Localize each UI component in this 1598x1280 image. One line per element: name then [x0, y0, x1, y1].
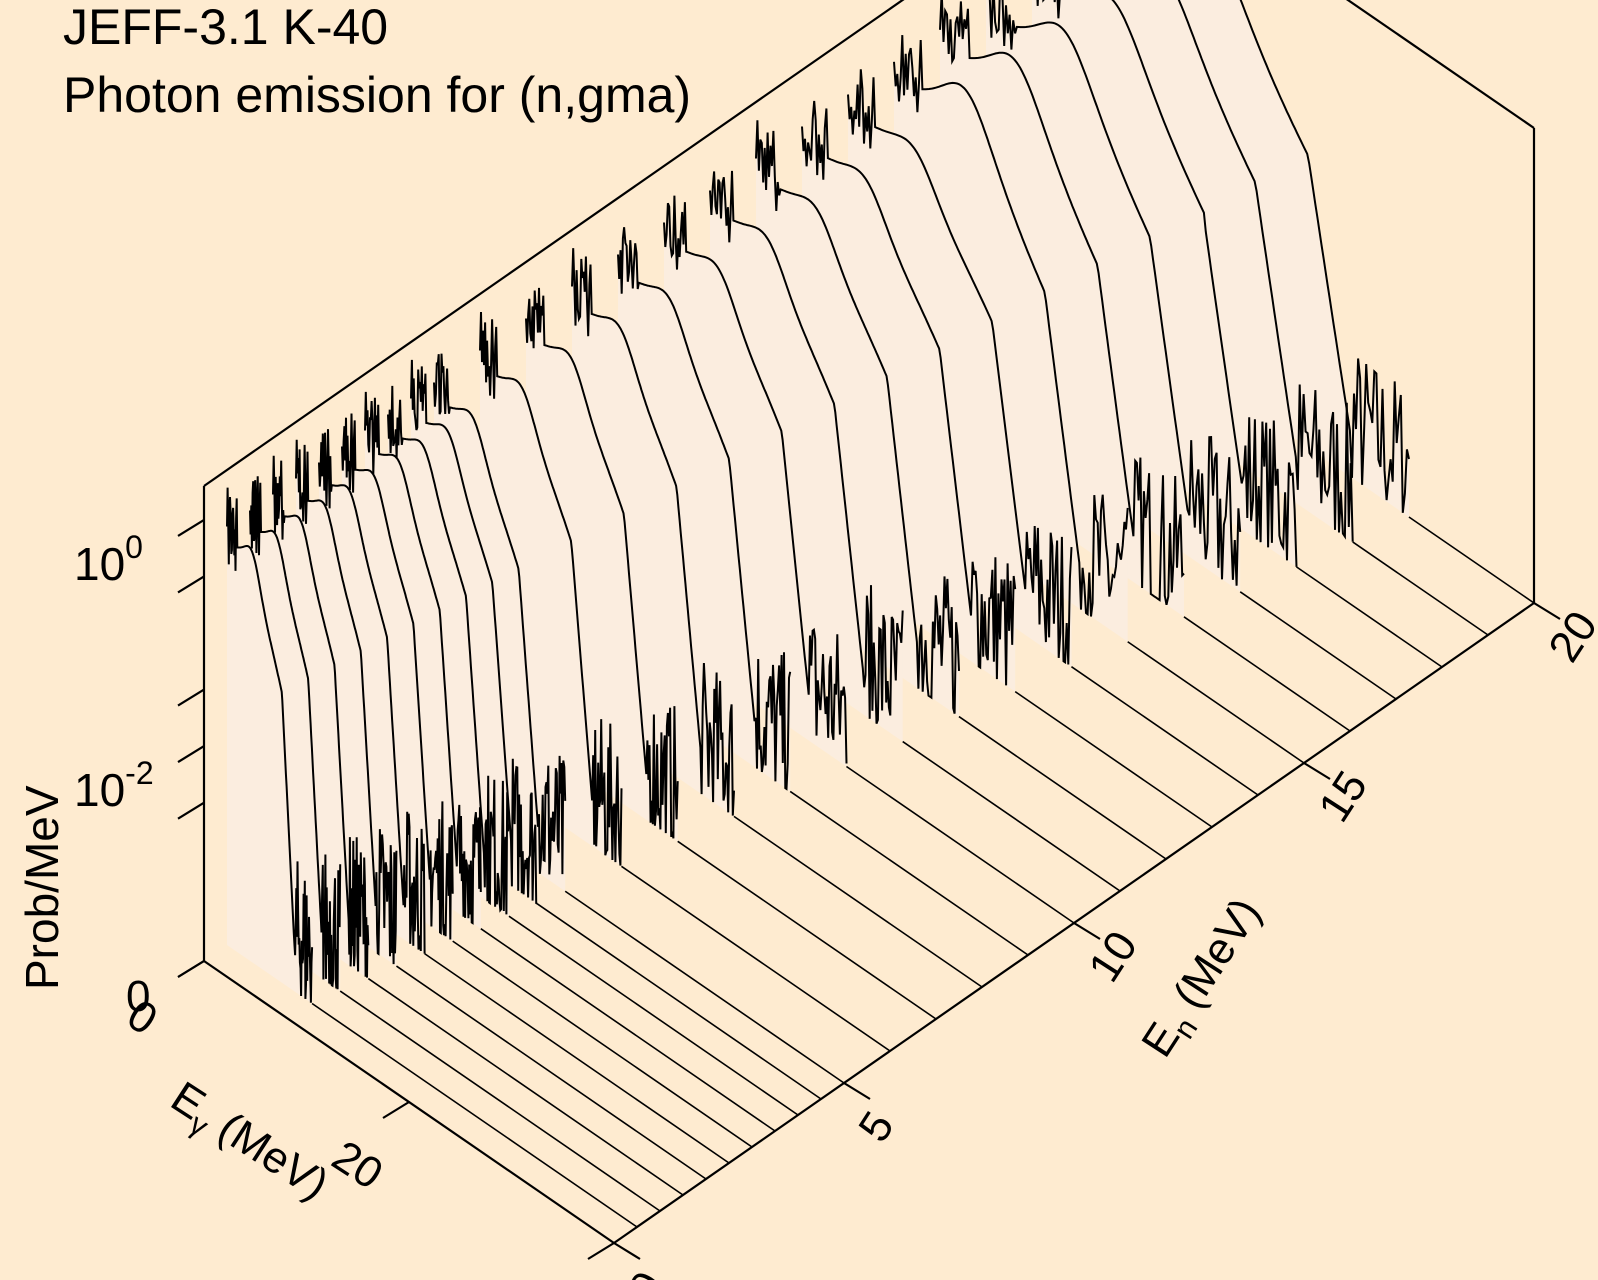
spectrum-baseline-En-14 — [1070, 666, 1259, 796]
back-top-edge — [203, 0, 905, 487]
eg-tick-40 — [587, 1242, 615, 1260]
y-axis-label: En(MeV) — [1132, 890, 1276, 1070]
spectrum-baseline-En-4.5 — [536, 903, 822, 1100]
spectrum-baseline-En-19 — [1352, 541, 1489, 636]
spectrum-line-En-8 — [571, 248, 735, 816]
spectrum-line-En-11 — [709, 170, 904, 724]
right-top-edge — [1345, 0, 1535, 129]
z-axis-label: Prob/MeV — [16, 785, 68, 990]
z-tick-bottom — [177, 960, 205, 978]
z-tick-base: 10 — [74, 538, 125, 590]
spectrum-line-En-19 — [1177, 0, 1354, 542]
spectrum-baseline-En-1 — [339, 990, 661, 1212]
spectrum-baseline-En-9 — [789, 790, 1029, 956]
spectrum-line-En-15 — [893, 35, 1129, 617]
spectrum-baseline-En-15 — [1127, 641, 1305, 764]
spectrum-baseline-En-11 — [902, 740, 1121, 892]
z-minor-tick-2 — [177, 801, 205, 820]
spectrum-line-En-0.5 — [226, 487, 314, 1003]
spectrum-line-En-13 — [801, 100, 1017, 686]
z-tick-label-0: 100 — [74, 529, 143, 590]
spectrum-line-En-4.5 — [410, 359, 538, 905]
z-tick-exponent: -2 — [125, 755, 153, 791]
spectrum-line-En-2 — [295, 439, 398, 965]
en-tick-15 — [1303, 762, 1331, 780]
spectrum-baseline-En-10 — [845, 765, 1075, 924]
spectrum-baseline-En-16 — [1183, 616, 1351, 732]
y-axis-label-unit: (MeV) — [1164, 890, 1270, 1017]
spectrum-line-En-17 — [988, 0, 1242, 586]
z-minor-tick-0 — [177, 575, 205, 594]
z-tick-base: 10 — [74, 764, 125, 816]
en-tick-5 — [843, 1082, 871, 1100]
spectrum-line-En-4 — [387, 385, 510, 915]
spectrum-baseline-En-1.5 — [367, 977, 684, 1196]
spectrum-baseline-En-3.5 — [480, 928, 776, 1132]
x-axis-label-unit: (MeV) — [210, 1103, 337, 1209]
spectrum-line-En-10 — [663, 195, 848, 764]
z-tick-label--2: 10-2 — [74, 755, 154, 816]
spectrum-baseline-En-2 — [395, 965, 707, 1180]
z-bottom-label: 0 — [126, 972, 150, 1021]
spectrum-baseline-En-3 — [452, 940, 753, 1148]
spectrum-baseline-En-13 — [1014, 690, 1213, 828]
spectrum-baseline-En-18 — [1295, 566, 1443, 668]
spectrum-baseline-En-5 — [564, 890, 845, 1084]
spectrum-line-En-3 — [341, 413, 454, 940]
spectrum-line-En-6 — [479, 311, 623, 866]
spectrum-baseline-En-8 — [733, 815, 983, 988]
eg-tick-label-40: 40 — [529, 1272, 597, 1280]
en-tick-10 — [1073, 922, 1101, 940]
spectrum-line-En-7 — [525, 287, 679, 839]
z-tick-exponent: 0 — [125, 529, 143, 565]
spectrum-baseline-En-6 — [620, 865, 891, 1052]
en-tick-label-5: 5 — [849, 1103, 903, 1150]
spectra-curves — [226, 0, 1535, 1228]
spectrum-baseline-En-17 — [1239, 591, 1397, 700]
spectrum-baseline-En-0.5 — [311, 1002, 638, 1228]
z-minor-tick-1 — [177, 688, 205, 707]
spectrum-line-En-20 — [1239, 0, 1410, 513]
spectrum-baseline-En-20 — [1408, 516, 1535, 604]
spectrum-baseline-En-2.5 — [424, 952, 730, 1164]
z-tick--2 — [177, 745, 205, 764]
eg-tick-20 — [382, 1101, 410, 1119]
z-tick-0 — [177, 518, 205, 537]
spectrum-line-En-9 — [617, 227, 792, 791]
spectrum-baseline-En-7 — [677, 840, 937, 1020]
x-axis-label: Eγ(MeV) — [159, 1072, 337, 1215]
spectrum-line-En-18 — [1036, 0, 1298, 567]
chart-title: JEFF-3.1 K-40 — [63, 0, 389, 55]
spectrum-line-En-3.5 — [364, 391, 482, 925]
spectrum-line-En-16 — [939, 0, 1185, 606]
spectrum-line-En-5 — [433, 353, 567, 875]
chart-subtitle: Photon emission for (n,gma) — [63, 67, 692, 123]
spectrum-baseline-En-12 — [958, 715, 1167, 860]
en-tick-label-0: 0 — [619, 1263, 673, 1280]
en-tick-0 — [613, 1242, 641, 1260]
en-tick-20 — [1533, 602, 1561, 620]
spectrum-baseline-En-4 — [508, 915, 799, 1116]
spectrum-line-En-2.5 — [318, 429, 426, 954]
spectrum-line-En-12 — [755, 120, 960, 714]
spectrum-line-En-14 — [847, 69, 1073, 665]
spectrum-line-En-1 — [249, 476, 342, 990]
spectrum-line-En-1.5 — [272, 455, 370, 978]
